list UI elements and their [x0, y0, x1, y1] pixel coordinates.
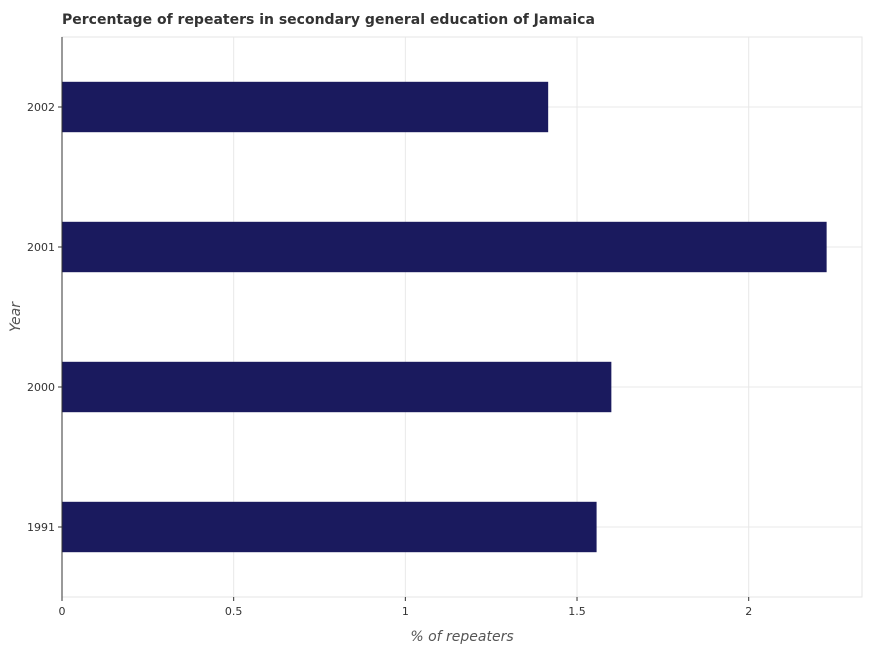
y-tick-label: 2000 [27, 381, 55, 394]
chart-title: Percentage of repeaters in secondary gen… [62, 12, 595, 28]
bars [62, 81, 827, 553]
x-tick-label: 1 [402, 605, 409, 618]
bar-1991 [62, 501, 597, 553]
y-tick-label: 2001 [27, 241, 55, 254]
bar-2001 [62, 221, 827, 273]
x-axis-ticks: 0 0.5 1 1.5 2 [59, 597, 752, 618]
y-axis-ticks: 1991 2000 2001 2002 [27, 101, 62, 534]
bar-2002 [62, 81, 549, 133]
x-tick-label: 0 [59, 605, 66, 618]
x-tick-label: 1.5 [568, 605, 586, 618]
x-tick-label: 2 [745, 605, 752, 618]
x-tick-label: 0.5 [225, 605, 243, 618]
y-axis-label: Year [8, 301, 24, 332]
y-tick-label: 1991 [27, 521, 55, 534]
x-axis-label: % of repeaters [410, 629, 513, 645]
y-tick-label: 2002 [27, 101, 55, 114]
bar-2000 [62, 361, 612, 413]
